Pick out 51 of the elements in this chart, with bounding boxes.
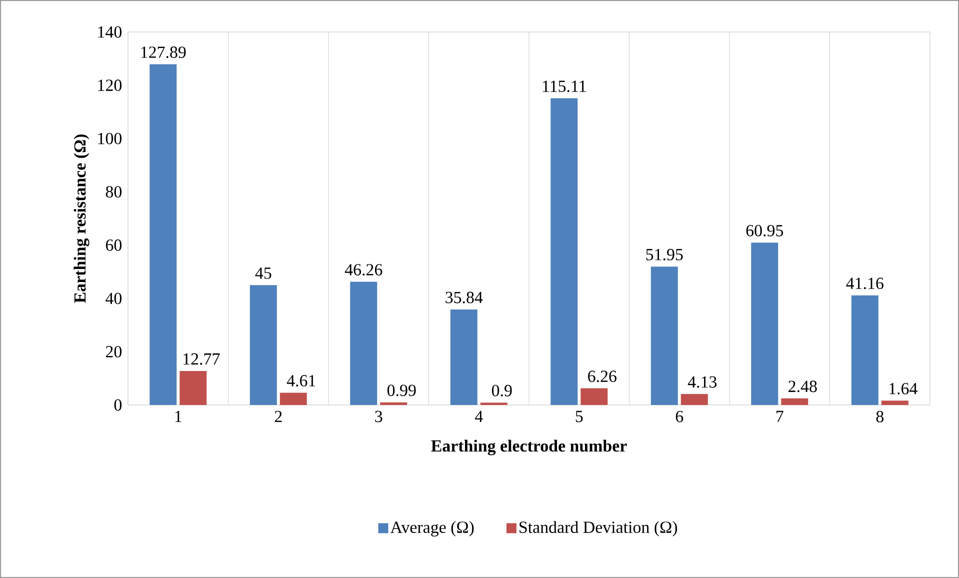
- y-tick-label: 60: [106, 239, 122, 251]
- data-label: 46.26: [344, 264, 382, 276]
- data-label: 0.9: [492, 384, 512, 396]
- bar: [180, 370, 207, 405]
- data-label: 1.64: [890, 382, 918, 394]
- bar: [751, 242, 778, 405]
- data-label: 4.13: [688, 376, 717, 388]
- data-label: 6.26: [588, 370, 616, 382]
- x-tick-label: 5: [576, 410, 583, 422]
- bar: [550, 98, 578, 405]
- x-tick-label: 2: [274, 410, 282, 422]
- x-tick-label: 8: [876, 410, 884, 422]
- legend-label: Standard Deviation (Ω): [520, 521, 678, 536]
- bar: [580, 388, 608, 405]
- y-tick-label: 40: [106, 292, 122, 304]
- data-label: 4.61: [286, 375, 316, 386]
- y-tick-label: 0: [114, 399, 122, 411]
- y-tick-label: 20: [106, 346, 122, 358]
- data-label: 60.95: [746, 224, 784, 236]
- x-tick-label: 7: [776, 410, 784, 422]
- bar: [250, 285, 277, 405]
- legend-label: Average (Ω): [390, 521, 474, 536]
- bar: [280, 392, 307, 405]
- data-label: 0.99: [387, 384, 416, 396]
- data-label: 12.77: [184, 353, 220, 365]
- data-label: 35.84: [446, 292, 483, 304]
- bar: [150, 64, 177, 405]
- x-tick-label: 4: [474, 410, 483, 422]
- data-label: 2.48: [788, 380, 817, 392]
- x-tick-label: 6: [676, 410, 684, 422]
- y-tick-label: 140: [98, 26, 122, 38]
- x-axis-title: Earthing electrode number: [431, 440, 627, 456]
- x-tick-label: 1: [175, 410, 182, 422]
- y-tick-label: 100: [98, 132, 122, 144]
- x-tick-label: 3: [375, 410, 382, 422]
- bar: [851, 295, 878, 405]
- bar: [881, 400, 908, 405]
- data-label: 41.16: [846, 278, 884, 290]
- bar: [450, 309, 478, 405]
- bar: [781, 398, 808, 405]
- y-tick-label: 80: [106, 186, 122, 198]
- data-label: 115.11: [542, 80, 586, 92]
- bar: [350, 282, 378, 405]
- bar: [380, 402, 408, 405]
- bar: [680, 394, 708, 405]
- y-tick-label: 120: [98, 80, 122, 91]
- data-label: 45: [255, 268, 272, 279]
- data-label: 127.89: [141, 46, 186, 58]
- data-label: 51.95: [646, 248, 683, 260]
- bar: [650, 266, 678, 405]
- y-axis-title: Earthing resistance (Ω): [74, 134, 90, 303]
